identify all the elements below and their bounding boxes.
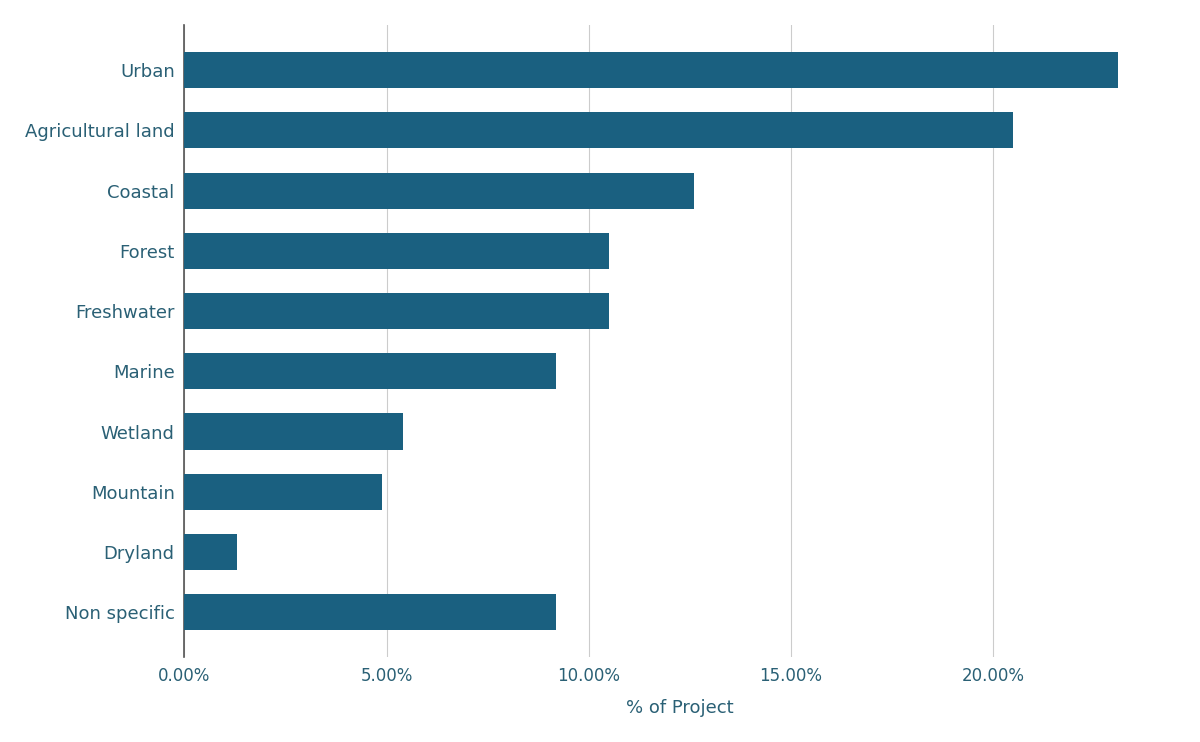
Bar bbox=[185, 594, 557, 630]
Bar bbox=[185, 473, 383, 510]
Bar bbox=[185, 353, 557, 390]
Bar bbox=[185, 534, 236, 570]
Bar bbox=[185, 112, 1013, 148]
Bar bbox=[185, 293, 608, 329]
Bar bbox=[185, 52, 1118, 88]
Bar bbox=[185, 413, 403, 450]
Bar bbox=[185, 233, 608, 269]
X-axis label: % of Project: % of Project bbox=[626, 699, 733, 717]
Bar bbox=[185, 173, 694, 209]
